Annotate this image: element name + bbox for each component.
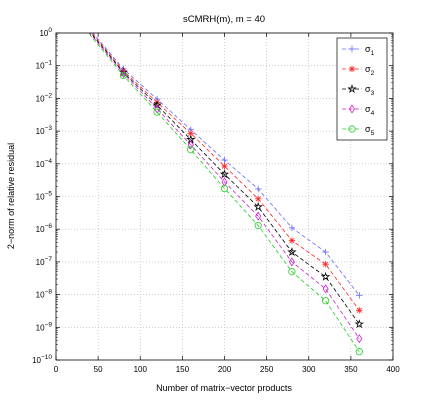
x-tick-label: 100 <box>134 365 148 374</box>
y-tick-label: 10−7 <box>36 256 53 267</box>
data-point <box>356 334 363 344</box>
x-tick-label: 200 <box>218 365 232 374</box>
x-axis-title: Number of matrix−vector products <box>156 383 292 393</box>
data-point <box>255 185 262 193</box>
legend-item: σ3 <box>342 84 375 97</box>
legend-label: σ4 <box>365 104 375 117</box>
data-point <box>187 130 194 137</box>
y-tick-label: 100 <box>39 27 52 38</box>
x-tick-label: 250 <box>260 365 274 374</box>
y-tick-label: 10−5 <box>36 191 53 202</box>
data-point <box>356 292 363 299</box>
legend-label: σ1 <box>365 44 375 57</box>
data-point <box>253 201 263 211</box>
y-tick-label: 10−9 <box>36 321 53 332</box>
series-sigma-3 <box>90 33 364 329</box>
legend-marker <box>348 45 356 53</box>
legend-marker <box>348 125 356 133</box>
y-tick-label: 10−8 <box>36 289 53 300</box>
data-point <box>321 297 330 305</box>
data-point <box>288 237 296 244</box>
series-line <box>91 33 360 311</box>
x-tick-label: 400 <box>386 365 400 374</box>
data-point <box>354 319 364 329</box>
data-point <box>221 162 228 170</box>
legend-marker <box>347 84 357 93</box>
data-point <box>220 184 229 193</box>
data-point <box>187 140 194 150</box>
series-sigma-1 <box>92 33 363 299</box>
data-point <box>255 211 262 221</box>
legend-item: σ2 <box>342 64 375 77</box>
series-layer <box>88 33 364 356</box>
x-tick-label: 350 <box>344 365 358 374</box>
x-tick-label: 0 <box>54 365 59 374</box>
y-tick-label: 10−1 <box>36 60 53 71</box>
data-point <box>221 156 228 164</box>
data-point <box>322 248 329 256</box>
data-point <box>322 261 329 268</box>
data-point <box>187 146 195 154</box>
series-sigma-4 <box>89 33 363 344</box>
data-point <box>288 224 296 232</box>
axis-ticks: 0 50 100 150 200 250 300 350 400 10−10 10−9 10−8 10−… <box>32 27 400 374</box>
data-point <box>320 271 331 281</box>
y-tick-label: 10−4 <box>36 158 53 169</box>
series-line <box>92 33 360 296</box>
y-tick-label: 10−6 <box>36 223 53 234</box>
data-point <box>152 100 162 110</box>
data-point <box>355 348 363 356</box>
series-line <box>90 33 360 325</box>
legend-label: σ2 <box>365 64 375 77</box>
data-point <box>255 195 262 203</box>
y-tick-label: 10−2 <box>36 92 53 103</box>
series-sigma-5 <box>88 33 363 356</box>
data-point <box>288 268 296 276</box>
legend-item: σ4 <box>342 104 375 117</box>
x-tick-label: 150 <box>176 365 190 374</box>
data-point <box>254 221 262 230</box>
data-point <box>322 284 329 294</box>
data-point <box>356 307 363 314</box>
data-point <box>288 257 295 267</box>
legend-label: σ5 <box>365 124 375 137</box>
y-axis-title: 2−norm of relative residual <box>6 143 16 249</box>
data-point <box>119 71 128 80</box>
x-tick-label: 300 <box>302 365 316 374</box>
x-tick-label: 50 <box>94 365 103 374</box>
y-tick-label: 10−10 <box>32 354 52 365</box>
y-tick-label: 10−3 <box>36 125 53 136</box>
legend: σ1 σ2 σ3 σ4 σ5 <box>336 37 388 141</box>
legend-item: σ1 <box>342 44 375 57</box>
legend-marker <box>348 65 356 73</box>
series-line <box>88 33 360 352</box>
data-point <box>153 108 161 116</box>
legend-label: σ3 <box>365 84 375 97</box>
series-line <box>89 33 360 339</box>
data-point <box>287 247 297 257</box>
chart-title: sCMRH(m), m = 40 <box>183 14 265 25</box>
data-point <box>219 169 230 179</box>
legend-item: σ5 <box>342 124 375 137</box>
data-point <box>120 68 127 78</box>
legend-marker <box>348 104 356 114</box>
